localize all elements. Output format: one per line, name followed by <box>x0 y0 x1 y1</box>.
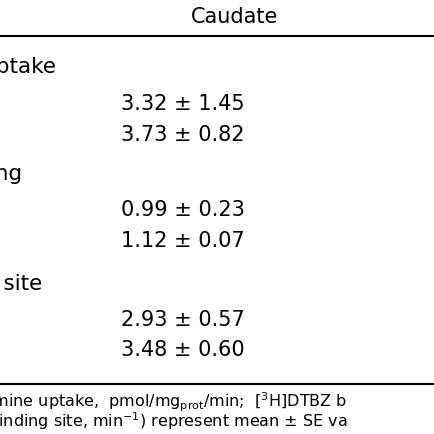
Text: 3.73 ± 0.82: 3.73 ± 0.82 <box>121 125 244 145</box>
Text: Caudate: Caudate <box>191 7 278 26</box>
Text: 1.12 ± 0.07: 1.12 ± 0.07 <box>121 230 244 250</box>
Text: 0.99 ± 0.23: 0.99 ± 0.23 <box>121 200 244 220</box>
Text: 3.32 ± 1.45: 3.32 ± 1.45 <box>121 93 244 113</box>
Text: 3.48 ± 0.60: 3.48 ± 0.60 <box>121 339 244 359</box>
Text: 2.93 ± 0.57: 2.93 ± 0.57 <box>121 309 244 329</box>
Text: amine uptake,  pmol/mg$_{\mathregular{prot}}$/min;  [$^3$H]DTBZ b: amine uptake, pmol/mg$_{\mathregular{pro… <box>0 390 346 413</box>
Text: g site: g site <box>0 273 42 293</box>
Text: uptake: uptake <box>0 57 56 77</box>
Text: /binding site, min$^{-1}$) represent mean $\pm$ SE va: /binding site, min$^{-1}$) represent mea… <box>0 409 346 431</box>
Text: ling: ling <box>0 164 22 184</box>
